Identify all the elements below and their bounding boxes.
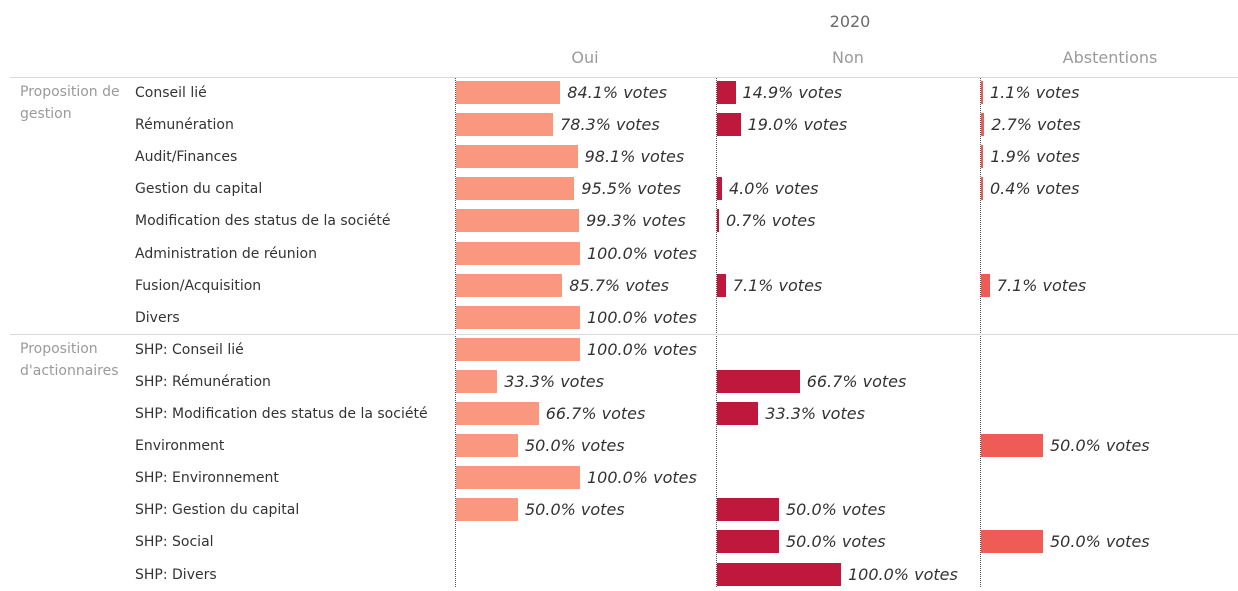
column-header-oui: Oui	[571, 48, 599, 67]
value-label-oui: 50.0% votes	[525, 436, 625, 455]
bar-non	[717, 530, 779, 553]
value-label-non: 14.9% votes	[742, 83, 843, 102]
value-label-oui: 95.5% votes	[581, 179, 682, 198]
row-label: SHP: Social	[135, 534, 214, 550]
bar-non	[717, 498, 779, 521]
value-label-abstentions: 7.1% votes	[996, 276, 1087, 295]
row-label: SHP: Modification des status de la socié…	[135, 406, 428, 422]
group-label: Proposition d'actionnaires	[20, 341, 119, 379]
bar-oui	[456, 306, 580, 329]
column-header-non: Non	[832, 48, 864, 67]
value-label-abstentions: 50.0% votes	[1050, 436, 1150, 455]
row-label: SHP: Gestion du capital	[135, 502, 300, 518]
group-separator	[10, 334, 1238, 335]
value-label-oui: 100.0% votes	[587, 308, 697, 327]
bar-abstentions	[981, 434, 1043, 457]
row-label: Environment	[135, 438, 225, 454]
value-label-abstentions: 50.0% votes	[1050, 532, 1150, 551]
value-label-non: 0.7% votes	[726, 211, 816, 230]
bar-oui	[456, 242, 580, 265]
bar-non	[717, 209, 719, 232]
row-label: SHP: Divers	[135, 567, 217, 583]
row-label: Audit/Finances	[135, 149, 238, 165]
value-label-non: 19.0% votes	[747, 115, 848, 134]
bar-oui	[456, 145, 578, 168]
value-label-non: 50.0% votes	[786, 532, 886, 551]
value-label-oui: 99.3% votes	[586, 211, 686, 230]
value-label-non: 33.3% votes	[765, 404, 865, 423]
bar-oui	[456, 338, 580, 361]
bar-non	[717, 81, 736, 104]
row-label: Administration de réunion	[135, 246, 317, 262]
value-label-non: 66.7% votes	[806, 372, 907, 391]
value-label-abstentions: 2.7% votes	[991, 115, 1081, 134]
group-label: Proposition de gestion	[20, 84, 120, 122]
bar-oui	[456, 177, 575, 200]
value-label-non: 50.0% votes	[786, 500, 886, 519]
column-header-abstentions: Abstentions	[1062, 48, 1158, 67]
group-separator	[10, 77, 1238, 78]
value-label-oui: 78.3% votes	[560, 115, 660, 134]
bar-oui	[456, 402, 539, 425]
bar-oui	[456, 434, 518, 457]
bar-abstentions	[981, 274, 990, 297]
bar-abstentions	[981, 81, 983, 104]
value-label-abstentions: 1.9% votes	[990, 147, 1080, 166]
bar-abstentions	[981, 113, 985, 136]
row-label: Modification des status de la société	[135, 213, 391, 229]
bar-oui	[456, 370, 498, 393]
row-label: SHP: Conseil lié	[135, 342, 244, 358]
row-label: Divers	[135, 310, 180, 326]
bar-oui	[456, 113, 554, 136]
value-label-non: 7.1% votes	[732, 276, 823, 295]
value-label-oui: 98.1% votes	[584, 147, 685, 166]
value-label-oui: 66.7% votes	[545, 404, 646, 423]
bar-non	[717, 113, 741, 136]
bar-non	[717, 563, 841, 586]
row-label: SHP: Environnement	[135, 470, 279, 486]
bar-abstentions	[981, 177, 983, 200]
bar-abstentions	[981, 145, 984, 168]
row-label: Conseil lié	[135, 85, 207, 101]
bar-non	[717, 402, 759, 425]
value-label-non: 100.0% votes	[848, 565, 958, 584]
year-header: 2020	[829, 12, 871, 31]
row-label: Fusion/Acquisition	[135, 278, 262, 294]
value-label-oui: 84.1% votes	[567, 83, 667, 102]
bar-oui	[456, 274, 563, 297]
row-label: Rémunération	[135, 117, 234, 133]
bar-non	[717, 274, 726, 297]
axis-abstentions	[980, 77, 981, 587]
value-label-oui: 33.3% votes	[504, 372, 604, 391]
bar-oui	[456, 81, 561, 104]
value-label-abstentions: 0.4% votes	[990, 179, 1080, 198]
value-label-non: 4.0% votes	[729, 179, 819, 198]
bar-non	[717, 177, 722, 200]
value-label-oui: 100.0% votes	[587, 340, 697, 359]
bar-oui	[456, 466, 580, 489]
bar-oui	[456, 209, 580, 232]
bar-non	[717, 370, 800, 393]
axis-oui	[455, 77, 456, 587]
axis-non	[716, 77, 717, 587]
value-label-abstentions: 1.1% votes	[990, 83, 1080, 102]
value-label-oui: 100.0% votes	[587, 244, 697, 263]
row-label: SHP: Rémunération	[135, 374, 271, 390]
bar-oui	[456, 498, 518, 521]
value-label-oui: 100.0% votes	[587, 468, 697, 487]
row-label: Gestion du capital	[135, 181, 263, 197]
value-label-oui: 50.0% votes	[525, 500, 625, 519]
bar-abstentions	[981, 530, 1043, 553]
value-label-oui: 85.7% votes	[569, 276, 669, 295]
